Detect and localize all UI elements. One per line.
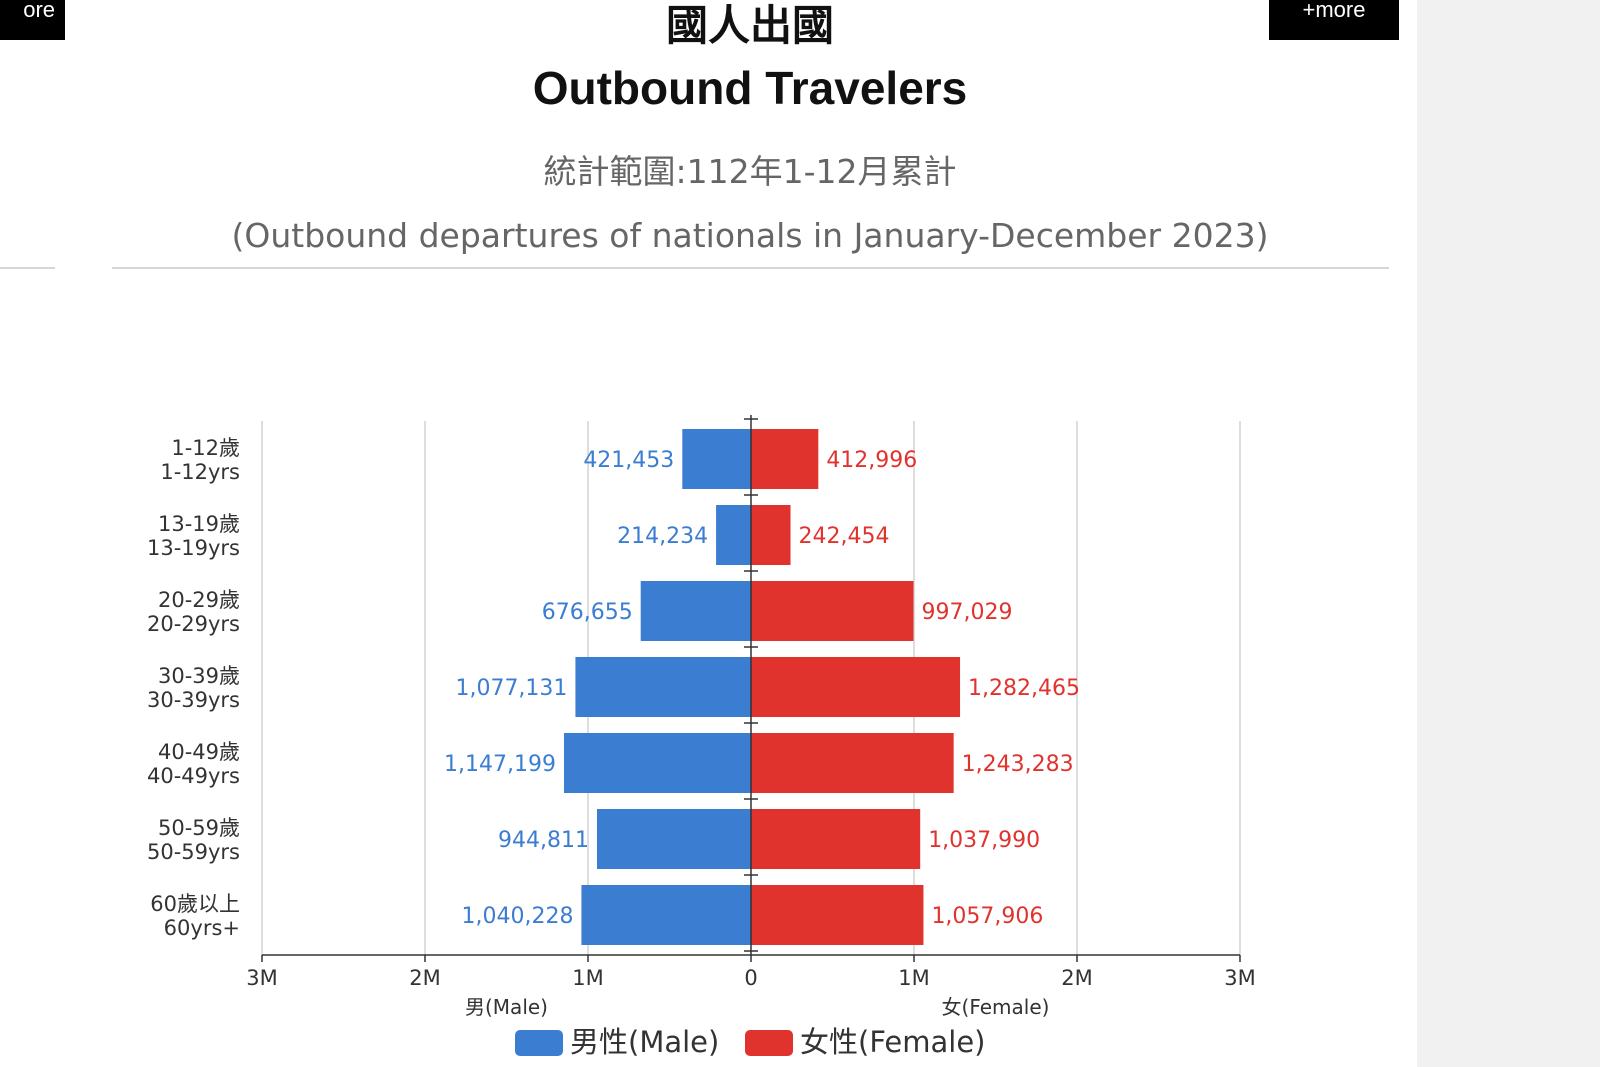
data-label-male: 1,077,131	[455, 676, 567, 701]
chart-title-zh: 國人出國	[665, 1, 834, 50]
bar-male[interactable]	[716, 505, 751, 565]
data-label-male: 1,040,228	[461, 904, 573, 929]
category-label-en: 50-59yrs	[147, 840, 240, 864]
legend-label-female: 女性(Female)	[800, 1025, 985, 1059]
bar-female[interactable]	[751, 809, 921, 869]
category-label-zh: 50-59歲	[158, 816, 240, 840]
category-label-en: 60yrs+	[164, 916, 240, 940]
data-label-male: 944,811	[498, 828, 589, 853]
chart-title-en: Outbound Travelers	[532, 62, 968, 114]
data-label-female: 1,037,990	[928, 828, 1040, 853]
data-label-female: 1,282,465	[968, 676, 1080, 701]
data-label-female: 1,057,906	[931, 904, 1043, 929]
bar-male[interactable]	[640, 581, 751, 641]
data-label-male: 676,655	[542, 600, 633, 625]
more-button-left[interactable]: ore	[0, 0, 65, 40]
bar-male[interactable]	[581, 885, 751, 945]
x-tick-label: 1M	[572, 966, 603, 990]
legend-swatch-male[interactable]	[515, 1030, 563, 1056]
data-label-female: 997,029	[922, 600, 1013, 625]
more-button-right[interactable]: +more	[1269, 0, 1399, 40]
bar-male[interactable]	[682, 429, 751, 489]
bar-male[interactable]	[575, 657, 751, 717]
category-label-zh: 1-12歲	[171, 436, 240, 460]
data-label-female: 242,454	[799, 524, 890, 549]
category-label-zh: 13-19歲	[158, 512, 240, 536]
bar-male[interactable]	[596, 809, 751, 869]
data-label-female: 1,243,283	[962, 752, 1074, 777]
bar-male[interactable]	[564, 733, 751, 793]
x-tick-label: 1M	[898, 966, 929, 990]
category-label-zh: 30-39歲	[158, 664, 240, 688]
category-label-en: 40-49yrs	[147, 764, 240, 788]
x-axis-title-female: 女(Female)	[942, 995, 1050, 1019]
x-tick-label: 3M	[1224, 966, 1255, 990]
axes: 3M 2M 1M 0 1M 2M 3M 男(Male) 女(Female)	[246, 415, 1256, 1019]
category-label-en: 1-12yrs	[160, 460, 240, 484]
page-side-background	[1417, 0, 1600, 1067]
category-label-zh: 20-29歲	[158, 588, 240, 612]
x-axis-title-male: 男(Male)	[465, 995, 548, 1019]
category-label-en: 20-29yrs	[147, 612, 240, 636]
chart-subtitle-zh: 統計範圍:112年1-12月累計	[543, 152, 957, 191]
legend: 男性(Male) 女性(Female)	[515, 1025, 985, 1059]
legend-swatch-female[interactable]	[745, 1030, 793, 1056]
category-label-en: 13-19yrs	[147, 536, 240, 560]
bar-female[interactable]	[751, 885, 924, 945]
x-tick-label: 2M	[1061, 966, 1092, 990]
category-label-zh: 40-49歲	[158, 740, 240, 764]
data-label-female: 412,996	[826, 448, 917, 473]
data-label-male: 214,234	[617, 524, 708, 549]
bar-female[interactable]	[751, 581, 914, 641]
bars	[564, 429, 961, 945]
legend-label-male: 男性(Male)	[570, 1025, 719, 1059]
x-tick-label: 2M	[409, 966, 440, 990]
bar-female[interactable]	[751, 505, 791, 565]
x-tick-label: 3M	[246, 966, 277, 990]
category-label-zh: 60歲以上	[150, 892, 240, 916]
chart-subtitle-en: (Outbound departures of nationals in Jan…	[231, 216, 1269, 255]
category-label-en: 30-39yrs	[147, 688, 240, 712]
bar-female[interactable]	[751, 657, 961, 717]
bar-female[interactable]	[751, 733, 954, 793]
divider-main	[112, 267, 1389, 269]
bar-female[interactable]	[751, 429, 819, 489]
data-label-male: 421,453	[583, 448, 674, 473]
data-label-male: 1,147,199	[444, 752, 556, 777]
x-tick-label: 0	[744, 966, 757, 990]
divider-left	[0, 267, 55, 269]
